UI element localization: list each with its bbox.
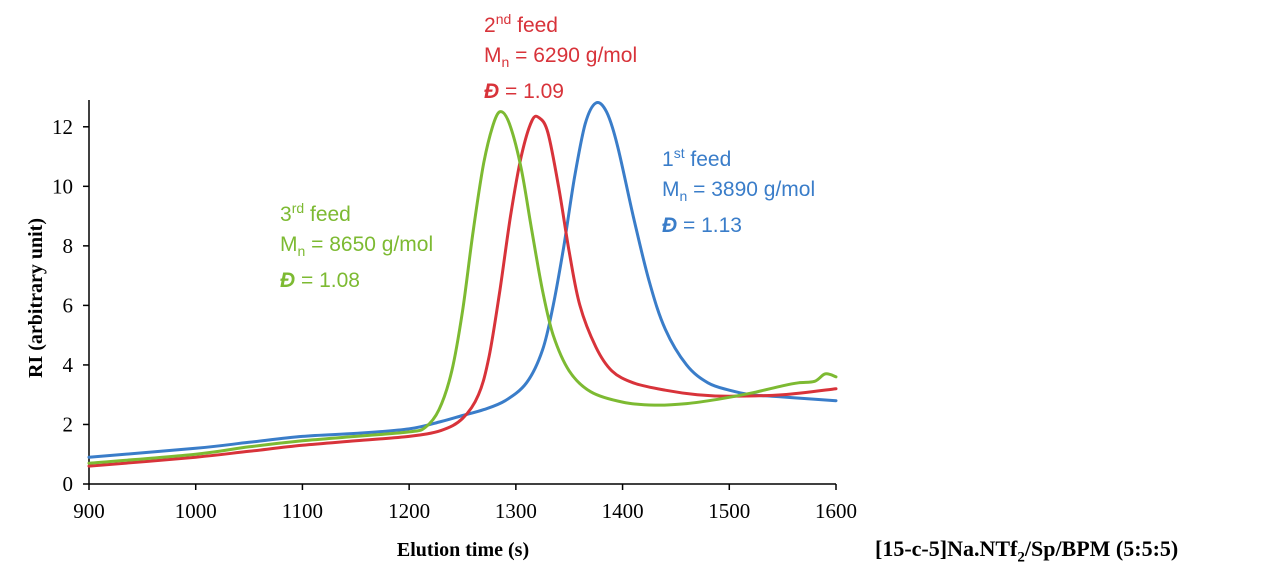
x-tick-label: 1500: [708, 499, 750, 523]
y-tick-label: 0: [63, 472, 74, 496]
series-line-2nd-feed: [87, 114, 838, 468]
series-line-3rd-feed: [87, 110, 838, 465]
x-tick-label: 1000: [175, 499, 217, 523]
annotation-dispersity-line: Đ = 1.13: [662, 214, 742, 238]
annotation-1st-feed: 1st feed Mn = 3890 g/mol Đ = 1.13: [662, 138, 815, 241]
x-tick-label: 1100: [282, 499, 323, 523]
annotation-feed-line: 3rd feed: [280, 200, 351, 226]
y-tick-label: 12: [52, 115, 73, 139]
x-tick-label: 1200: [388, 499, 430, 523]
series-line-1st-feed: [87, 101, 838, 459]
annotation-dispersity-line: Đ = 1.08: [280, 269, 360, 293]
y-tick-label: 2: [63, 412, 74, 436]
series-layer: [87, 101, 838, 468]
x-tick-label: 1600: [815, 499, 857, 523]
axes: [83, 100, 837, 490]
annotation-mn-line: Mn = 6290 g/mol: [484, 44, 638, 71]
annotation-2nd-feed: 2nd feed Mn = 6290 g/mol Đ = 1.09: [484, 4, 637, 107]
x-tick-label: 900: [73, 499, 105, 523]
annotation-feed-line: 2nd feed: [484, 11, 558, 37]
y-tick-label: 4: [63, 353, 74, 377]
x-tick-label: 1300: [495, 499, 537, 523]
figure-caption: [15-c-5]Na.NTf2/Sp/BPM (5:5:5): [875, 536, 1179, 566]
annotation-dispersity-line: Đ = 1.09: [484, 80, 564, 104]
y-tick-label: 10: [52, 174, 73, 198]
y-tick-label: 6: [63, 293, 74, 317]
annotation-mn-line: Mn = 8650 g/mol: [280, 233, 434, 260]
x-tick-label: 1400: [602, 499, 644, 523]
y-tick-label: 8: [63, 234, 74, 258]
tick-labels: 900 1000 1100 1200 1300 1400 1500 1600 0 2 4 6 8 10 12: [52, 115, 857, 523]
x-axis-title: Elution time (s): [397, 539, 529, 561]
annotation-mn-line: Mn = 3890 g/mol: [662, 178, 816, 205]
y-axis-title: RI (arbitrary unit): [25, 218, 47, 378]
annotation-feed-line: 1st feed: [662, 145, 732, 171]
annotation-3rd-feed: 3rd feed Mn = 8650 g/mol Đ = 1.08: [280, 193, 433, 296]
